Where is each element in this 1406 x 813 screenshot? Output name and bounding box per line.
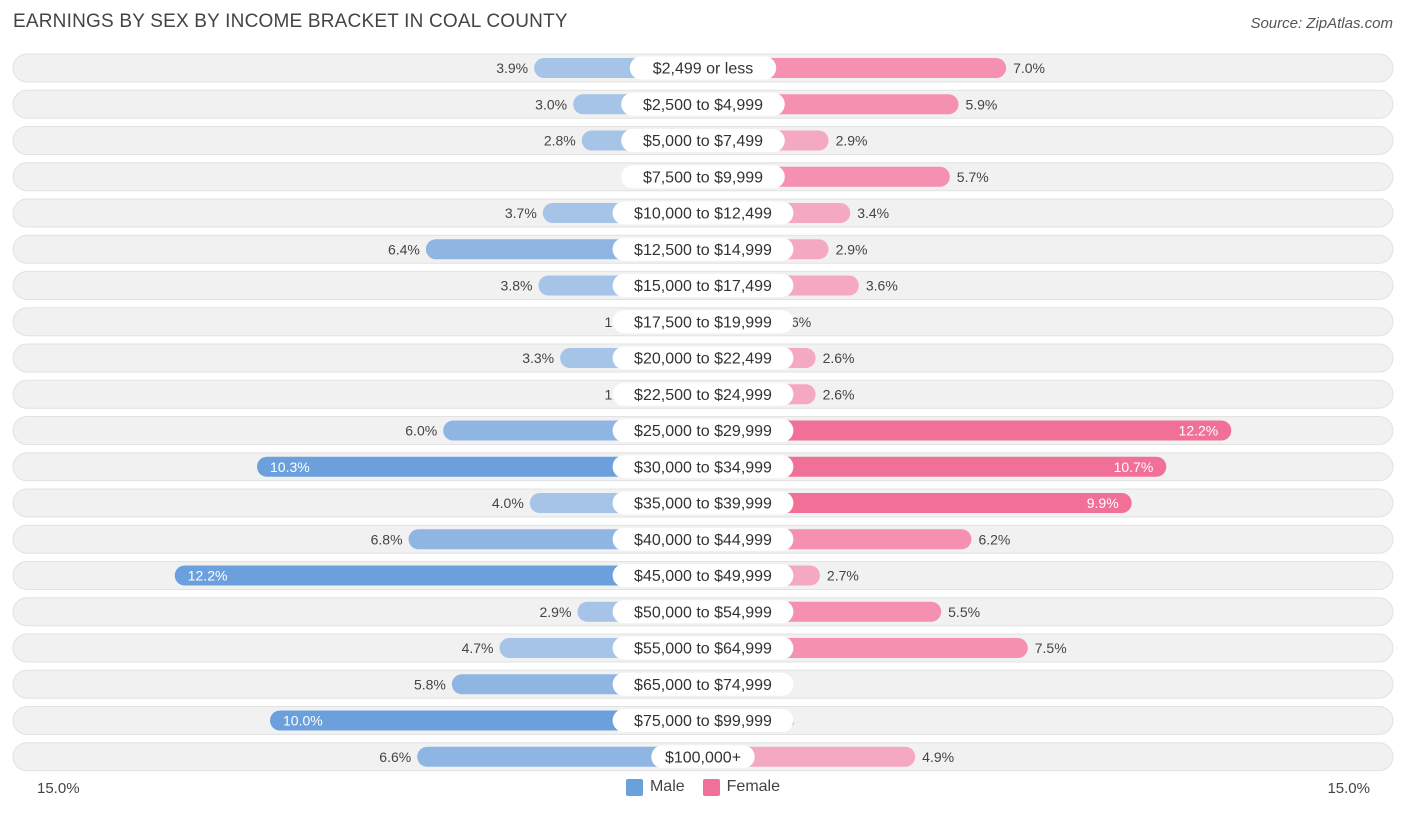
category-pill (612, 709, 794, 732)
value-label-female: 7.0% (1013, 60, 1045, 76)
value-label-male: 4.7% (462, 640, 494, 656)
value-label-male: 3.3% (522, 350, 554, 366)
bar-male (257, 456, 703, 477)
category-pill (612, 455, 794, 479)
value-label-female: 5.9% (965, 96, 997, 112)
category-pill (612, 527, 794, 551)
category-label: $15,000 to $17,499 (634, 278, 772, 295)
category-label: $25,000 to $29,999 (634, 423, 772, 440)
legend-swatch-male (625, 778, 643, 796)
bar-female (703, 746, 916, 767)
legend-label-male: Male (649, 778, 685, 795)
value-label-male: 2.9% (540, 604, 572, 620)
value-label-male: 10.3% (270, 459, 310, 475)
value-label-female: 4.9% (922, 749, 954, 765)
category-pill (612, 382, 794, 406)
value-label-female: 2.9% (836, 241, 868, 257)
value-label-male: 12.2% (188, 568, 228, 584)
category-pill (621, 129, 785, 152)
value-label-male: 6.8% (371, 531, 403, 547)
legend-item-male[interactable]: Male (625, 778, 685, 796)
value-label-male: 10.0% (283, 713, 323, 729)
category-pill (612, 346, 794, 370)
value-label-female: 12.2% (1179, 423, 1219, 439)
category-pill (629, 56, 777, 80)
bar-male (270, 710, 703, 731)
value-label-female: 2.7% (827, 568, 859, 584)
value-label-female: 9.9% (1087, 495, 1119, 511)
category-pill (612, 636, 794, 660)
category-pill (651, 745, 755, 769)
bar-female (703, 420, 1232, 441)
bar-male (417, 746, 703, 767)
value-label-female: 7.5% (1035, 640, 1067, 656)
category-label: $7,500 to $9,999 (643, 169, 763, 186)
category-label: $45,000 to $49,999 (634, 568, 772, 585)
category-label: $50,000 to $54,999 (634, 604, 772, 621)
category-label: $2,500 to $4,999 (643, 97, 763, 114)
category-pill (612, 564, 794, 587)
value-label-male: 3.9% (496, 60, 528, 76)
category-pill (612, 201, 794, 225)
category-pill (612, 672, 794, 696)
category-pill (621, 165, 785, 189)
legend-swatch-female (702, 778, 720, 796)
axis-right-label: 15.0% (1327, 780, 1370, 797)
category-label: $17,500 to $19,999 (634, 314, 772, 331)
legend: Male Female (0, 778, 1406, 796)
category-label: $10,000 to $12,499 (634, 206, 772, 223)
category-pill (612, 310, 794, 334)
category-label: $2,499 or less (653, 61, 754, 78)
value-label-female: 10.7% (1114, 459, 1154, 475)
value-label-male: 4.0% (492, 495, 524, 511)
category-pill (612, 419, 794, 442)
value-label-female: 3.6% (866, 278, 898, 294)
value-label-female: 2.6% (823, 350, 855, 366)
bar-female (703, 58, 1007, 78)
category-label: $5,000 to $7,499 (643, 133, 763, 150)
value-label-male: 6.0% (405, 423, 437, 439)
value-label-female: 2.9% (836, 133, 868, 149)
value-label-male: 6.4% (388, 241, 420, 257)
category-label: $30,000 to $34,999 (634, 459, 772, 476)
value-label-male: 3.8% (501, 278, 533, 294)
category-label: $20,000 to $22,499 (634, 351, 772, 368)
value-label-male: 3.0% (535, 96, 567, 112)
category-pill (612, 600, 794, 624)
chart-title: EARNINGS BY SEX BY INCOME BRACKET IN COA… (13, 11, 568, 32)
legend-item-female[interactable]: Female (702, 778, 781, 796)
category-label: $100,000+ (665, 749, 741, 766)
category-label: $22,500 to $24,999 (634, 387, 772, 404)
value-label-male: 2.8% (544, 133, 576, 149)
value-label-female: 2.6% (823, 386, 855, 402)
bar-female (703, 493, 1132, 513)
category-label: $35,000 to $39,999 (634, 496, 772, 513)
value-label-female: 6.2% (978, 531, 1010, 547)
category-pill (612, 237, 794, 261)
category-label: $12,500 to $14,999 (634, 242, 772, 259)
category-label: $55,000 to $64,999 (634, 641, 772, 658)
category-pill (612, 491, 794, 515)
category-label: $75,000 to $99,999 (634, 713, 772, 730)
value-label-male: 6.6% (379, 749, 411, 765)
axis-left-label: 15.0% (37, 780, 80, 797)
value-label-male: 5.8% (414, 676, 446, 692)
category-label: $65,000 to $74,999 (634, 677, 772, 694)
category-pill (621, 92, 785, 116)
value-label-male: 3.7% (505, 205, 537, 221)
source-label: Source: ZipAtlas.com (1250, 15, 1393, 32)
bar-male (174, 565, 704, 586)
bar-female (703, 456, 1167, 477)
value-label-female: 3.4% (857, 205, 889, 221)
category-label: $40,000 to $44,999 (634, 532, 772, 549)
value-label-female: 5.7% (957, 169, 989, 185)
category-pill (612, 274, 794, 297)
value-label-female: 5.5% (948, 604, 980, 620)
legend-label-female: Female (726, 778, 781, 795)
